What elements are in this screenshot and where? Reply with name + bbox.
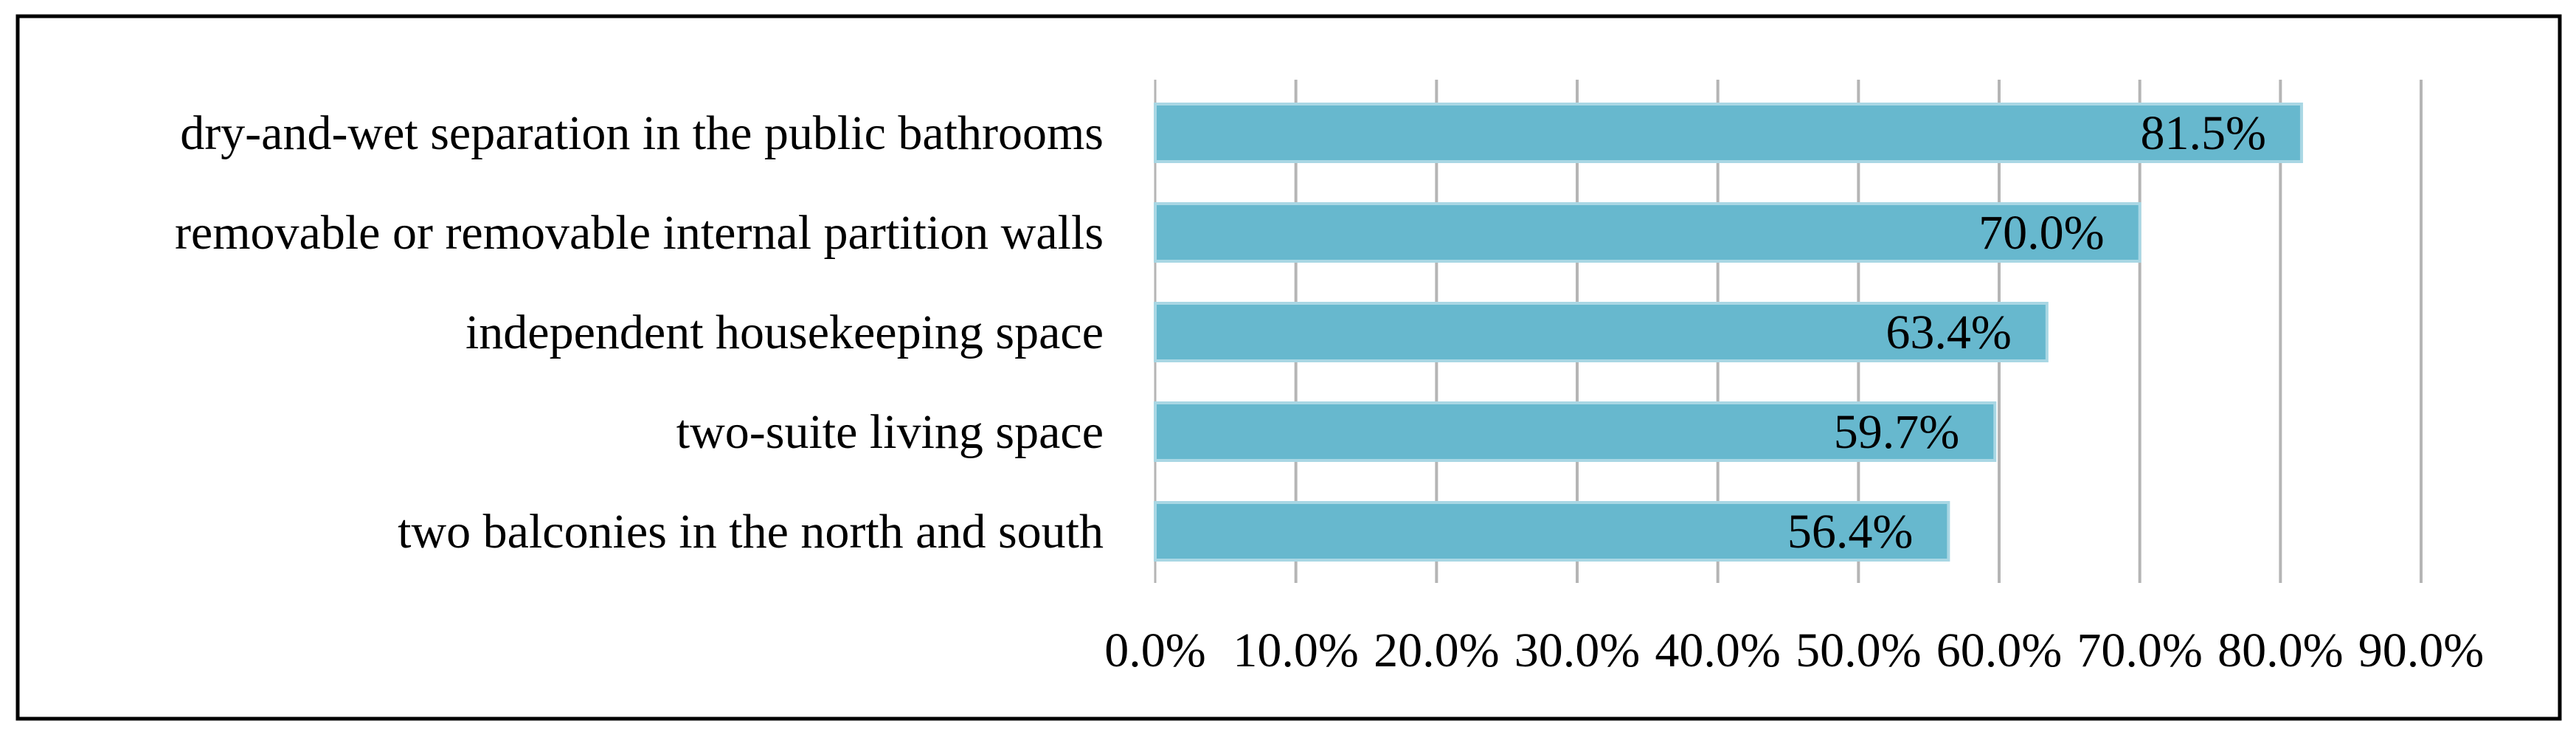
data-label: 59.7% xyxy=(1834,405,1959,459)
category-labels: dry-and-wet separation in the public bat… xyxy=(175,106,1104,559)
category-label: removable or removable internal partitio… xyxy=(175,206,1104,260)
bar xyxy=(1154,202,2142,263)
x-tick-label: 50.0% xyxy=(1796,624,1921,677)
data-label: 70.0% xyxy=(1978,206,2104,260)
data-label: 63.4% xyxy=(1886,305,2011,359)
bar xyxy=(1154,302,2049,362)
category-label: two-suite living space xyxy=(676,405,1104,459)
x-tick-label: 30.0% xyxy=(1514,624,1640,677)
x-tick-label: 80.0% xyxy=(2217,624,2343,677)
x-tick-label: 20.0% xyxy=(1374,624,1499,677)
data-label: 81.5% xyxy=(2140,106,2265,160)
gridlines xyxy=(1154,80,2423,583)
category-label: independent housekeeping space xyxy=(465,305,1104,359)
x-tick-label: 10.0% xyxy=(1233,624,1358,677)
bars xyxy=(1154,103,2303,562)
category-label: two balconies in the north and south xyxy=(398,505,1104,559)
x-tick-label: 0.0% xyxy=(1104,624,1205,677)
x-tick-label: 40.0% xyxy=(1655,624,1780,677)
x-tick-label: 90.0% xyxy=(2358,624,2484,677)
data-labels: 81.5% 70.0% 63.4% 59.7% 56.4% xyxy=(1787,106,2266,559)
data-label: 56.4% xyxy=(1787,505,1913,559)
x-tick-label: 70.0% xyxy=(2077,624,2202,677)
bar xyxy=(1154,103,2303,163)
x-tick-labels: 0.0% 10.0% 20.0% 30.0% 40.0% 50.0% 60.0% 70.0% 8… xyxy=(1104,624,2484,677)
x-tick-label: 60.0% xyxy=(1936,624,2062,677)
bar xyxy=(1154,401,1997,462)
category-label: dry-and-wet separation in the public bat… xyxy=(180,106,1104,160)
bar xyxy=(1154,501,1950,562)
